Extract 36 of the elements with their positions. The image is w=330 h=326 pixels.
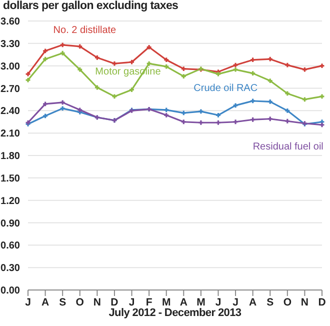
x-axis-title: July 2012 - December 2013	[108, 307, 242, 319]
y-tick-label: 1.80	[0, 151, 20, 162]
x-tick-label: J	[232, 296, 239, 308]
x-tick-label: A	[41, 296, 50, 308]
x-tick-label: J	[25, 296, 32, 308]
x-tick-label: D	[110, 296, 119, 308]
x-tick-label: O	[283, 296, 292, 308]
x-tick-label: S	[266, 296, 274, 308]
y-tick-label: 2.40	[0, 106, 20, 118]
y-tick-label: 1.50	[0, 173, 20, 184]
x-tick-label: J	[215, 296, 222, 308]
x-tick-label: A	[180, 296, 188, 308]
x-tick-label: N	[300, 296, 309, 308]
y-tick-label: 0.30	[0, 263, 20, 274]
y-tick-label: 3.30	[0, 38, 20, 50]
y-tick-label: 2.10	[0, 128, 20, 140]
y-tick-label: 0.00	[0, 286, 20, 297]
y-tick-label: 2.70	[0, 84, 20, 95]
x-tick-label: N	[93, 296, 101, 308]
x-tick-label: A	[249, 296, 258, 308]
series-label: No. 2 distillate	[53, 24, 117, 36]
x-tick-label: O	[76, 296, 84, 308]
series-label: Residual fuel oil	[252, 142, 324, 153]
y-tick-label: 3.60	[0, 16, 20, 28]
x-tick-label: S	[59, 296, 66, 308]
x-tick-label: M	[162, 296, 171, 308]
x-tick-label: M	[196, 296, 206, 308]
chart-title: dollars per gallon excluding taxes	[3, 0, 178, 12]
y-tick-label: 0.60	[0, 240, 20, 252]
series-label: Crude oil RAC	[194, 82, 258, 94]
y-tick-label: 0.90	[0, 218, 20, 230]
y-tick-label: 1.20	[0, 196, 20, 207]
x-tick-label: F	[146, 296, 153, 308]
y-tick-label: 3.00	[0, 61, 20, 72]
x-tick-label: J	[128, 296, 135, 308]
x-tick-label: D	[318, 296, 326, 308]
